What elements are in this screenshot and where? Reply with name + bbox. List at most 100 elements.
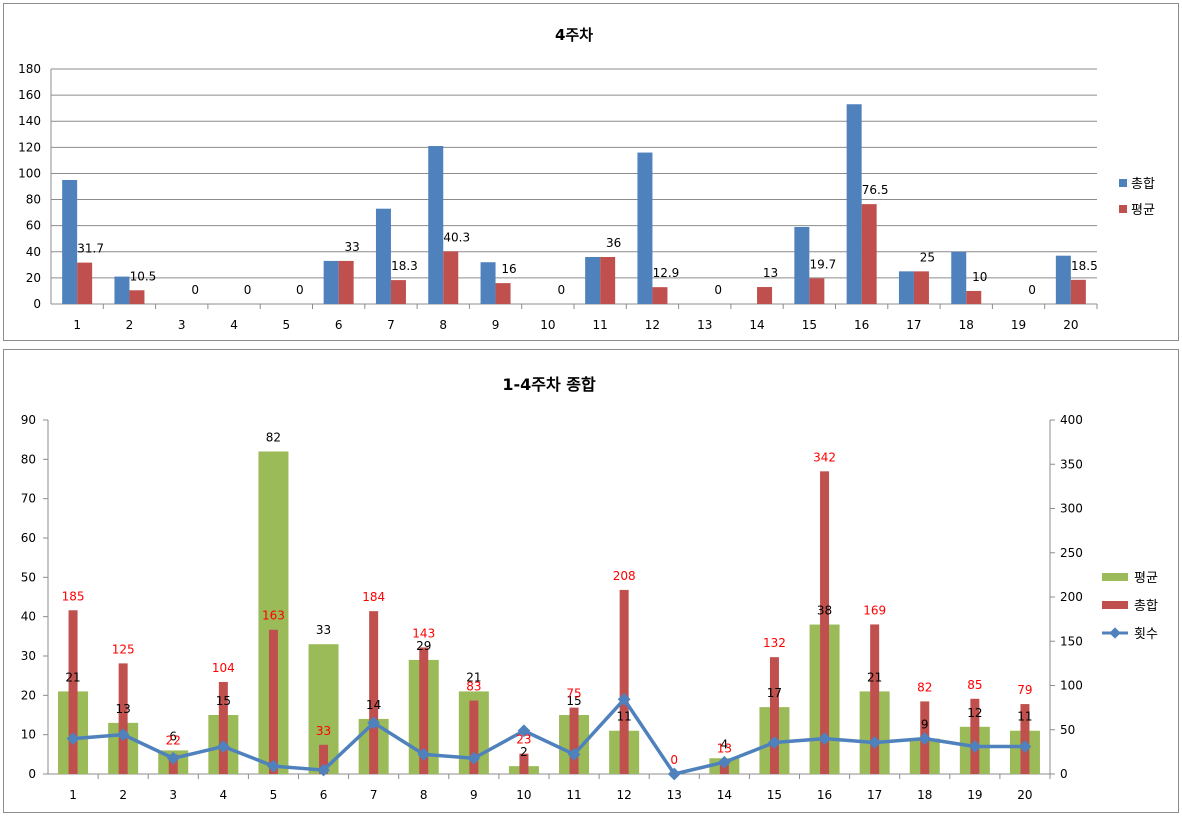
total-data-label: 169	[863, 603, 886, 617]
y-tick-label: 40	[26, 245, 41, 259]
bar-total	[375, 208, 391, 304]
average-data-label: 82	[266, 430, 281, 444]
data-label: 76.5	[862, 183, 889, 197]
average-data-label: 2	[520, 745, 528, 759]
y2-tick-label: 0	[1060, 767, 1068, 781]
chart-title: 4주차	[555, 26, 593, 44]
legend-swatch	[1102, 601, 1128, 609]
x-tick-label: 18	[959, 318, 974, 332]
legend-label: 총합	[1131, 177, 1155, 192]
average-data-label: 11	[617, 710, 632, 724]
y2-tick-label: 200	[1060, 590, 1083, 604]
y-tick-label: 50	[21, 570, 36, 584]
bar-total	[820, 471, 830, 774]
bar-total	[637, 152, 653, 304]
x-tick-label: 6	[320, 788, 328, 802]
x-tick-label: 16	[854, 318, 869, 332]
legend-label: 횟수	[1134, 627, 1158, 642]
average-data-label: 21	[466, 670, 481, 684]
data-label: 0	[558, 283, 566, 297]
data-label: 31.7	[77, 242, 104, 256]
data-label: 0	[1028, 283, 1036, 297]
weekly-chart-panel: 4주차 0 20 40 60 80 100 120 140 160 180 1 31.7 2 10.5 3 0 4…	[3, 3, 1179, 341]
summary-chart: 1-4주차 종합01020304050607080900501001502002…	[21, 375, 1158, 802]
data-label: 0	[714, 283, 722, 297]
bar-total	[569, 707, 579, 774]
y-tick-label: 10	[21, 728, 36, 742]
y-tick-label: 180	[18, 62, 41, 76]
count-point	[317, 763, 330, 777]
x-tick-label: 18	[917, 788, 932, 802]
legend-swatch	[1102, 573, 1128, 581]
average-data-label: 9	[921, 718, 929, 732]
bar-total	[323, 260, 339, 304]
x-tick-label: 2	[126, 318, 134, 332]
average-data-label: 33	[316, 623, 331, 637]
bar-total	[519, 753, 529, 774]
bar-total	[970, 698, 980, 774]
total-data-label: 185	[62, 589, 85, 603]
bar-total	[319, 744, 329, 774]
bar-average	[77, 262, 93, 304]
x-tick-label: 13	[697, 318, 712, 332]
x-tick-label: 12	[617, 788, 632, 802]
average-data-label: 12	[967, 706, 982, 720]
bar-average	[129, 290, 145, 304]
data-label: 33	[345, 240, 360, 254]
weekly-chart: 4주차020406080100120140160180131.7210.5304…	[18, 26, 1155, 332]
summary-chart-panel: 1-4주차 종합 0 10 20 30 40 50 60 70 80 90 0 50 100 150 200 2…	[3, 349, 1179, 813]
data-label: 0	[191, 283, 199, 297]
bar-total	[114, 276, 130, 304]
legend-label: 평균	[1131, 203, 1155, 218]
y-tick-label: 20	[21, 688, 36, 702]
total-data-label: 0	[670, 753, 678, 767]
bar-total	[769, 657, 779, 774]
bar-average	[809, 278, 825, 304]
legend-marker	[1109, 627, 1121, 639]
x-tick-label: 19	[1011, 318, 1026, 332]
bar-total	[469, 700, 479, 774]
bar-total	[428, 146, 444, 304]
x-tick-label: 5	[270, 788, 278, 802]
bar-total	[419, 647, 429, 774]
x-tick-label: 14	[749, 318, 764, 332]
y2-tick-label: 350	[1060, 457, 1083, 471]
x-tick-label: 11	[566, 788, 581, 802]
y2-tick-label: 150	[1060, 634, 1083, 648]
data-label: 25	[920, 250, 935, 264]
x-tick-label: 2	[119, 788, 127, 802]
x-tick-label: 8	[439, 318, 447, 332]
bar-total	[369, 611, 379, 774]
y-tick-label: 120	[18, 140, 41, 154]
bar-total	[1055, 255, 1071, 304]
count-point	[417, 747, 431, 761]
total-data-label: 125	[112, 642, 135, 656]
y-tick-label: 70	[21, 492, 36, 506]
data-label: 18.5	[1071, 259, 1098, 273]
y-tick-label: 30	[21, 649, 36, 663]
total-data-label: 75	[566, 687, 581, 701]
chart-title: 1-4주차 종합	[502, 375, 596, 394]
data-label: 12.9	[653, 266, 680, 280]
count-line	[72, 697, 1025, 776]
y2-tick-label: 250	[1060, 546, 1083, 560]
data-label: 0	[296, 283, 304, 297]
data-label: 10	[972, 270, 987, 284]
bar-average	[390, 280, 406, 304]
x-tick-label: 4	[230, 318, 238, 332]
y-tick-label: 40	[21, 610, 36, 624]
average-data-label: 6	[169, 729, 177, 743]
total-data-label: 208	[613, 569, 636, 583]
bar-total	[218, 681, 228, 774]
data-label: 40.3	[443, 230, 470, 244]
total-data-label: 82	[917, 680, 932, 694]
x-tick-label: 7	[370, 788, 378, 802]
x-tick-label: 3	[178, 318, 186, 332]
average-data-label: 17	[767, 686, 782, 700]
x-tick-label: 1	[73, 318, 81, 332]
bar-total	[268, 629, 278, 774]
y-tick-label: 0	[33, 297, 41, 311]
bar-total	[898, 271, 914, 304]
x-tick-label: 4	[220, 788, 228, 802]
x-tick-label: 20	[1017, 788, 1032, 802]
